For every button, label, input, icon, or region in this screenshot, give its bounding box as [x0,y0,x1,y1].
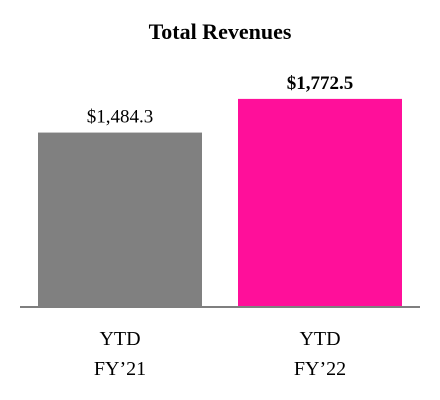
bars-group [38,98,402,306]
category-label-1-line-2: FY’21 [94,358,146,380]
category-label-2-line-2: FY’22 [294,358,346,380]
bar-2 [238,98,402,306]
bar-1 [38,132,202,306]
data-label-1: $1,484.3 [87,107,154,128]
category-label-2-line-1: YTD [299,328,340,350]
labels-group: $1,484.3 YTD FY’21 $1,772.5 YTD FY’22 [87,73,354,380]
data-label-2: $1,772.5 [287,73,354,94]
category-label-1-line-1: YTD [99,328,140,350]
chart-title: Total Revenues [149,19,292,44]
